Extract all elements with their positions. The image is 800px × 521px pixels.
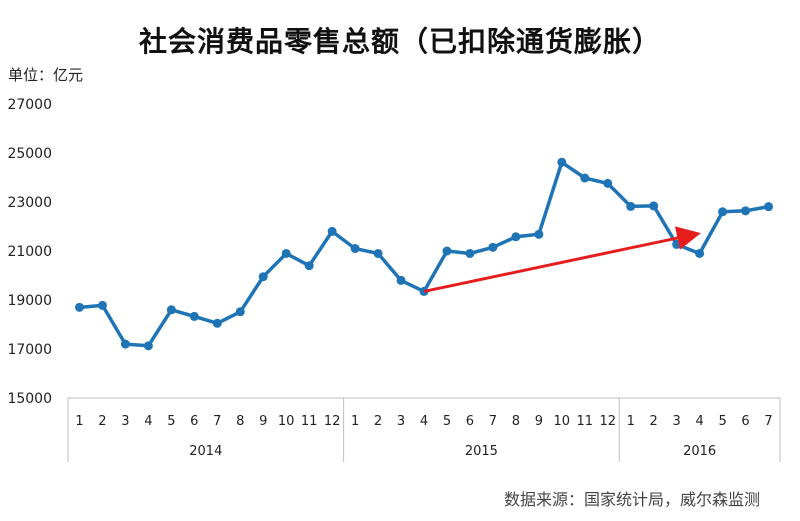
data-point	[373, 248, 383, 258]
year-label: 2016	[683, 444, 716, 459]
y-tick-label: 27000	[7, 97, 52, 113]
x-tick-label: 2	[650, 414, 658, 429]
chart-title: 社会消费品零售总额（已扣除通货膨胀）	[138, 25, 661, 58]
data-point	[120, 339, 130, 349]
data-point	[672, 239, 682, 249]
series-line	[79, 160, 769, 348]
data-point	[304, 261, 314, 271]
x-tick-label: 9	[259, 414, 267, 429]
x-tick-label: 4	[695, 414, 703, 429]
x-tick-label: 11	[301, 414, 318, 429]
data-point	[718, 207, 728, 217]
data-point	[189, 311, 199, 321]
y-tick-label: 21000	[7, 244, 52, 260]
y-tick-label: 15000	[7, 391, 52, 407]
data-point	[258, 272, 268, 282]
x-tick-label: 7	[489, 414, 497, 429]
data-point	[741, 206, 751, 216]
data-point	[649, 201, 659, 211]
data-point	[143, 341, 153, 351]
year-label: 2015	[465, 444, 498, 459]
x-tick-label: 10	[278, 414, 295, 429]
source-note: 数据来源：国家统计局，威尔森监测	[503, 490, 760, 509]
y-tick-label: 17000	[7, 342, 52, 358]
x-tick-label: 1	[75, 414, 83, 429]
data-point	[327, 226, 337, 236]
data-point	[488, 242, 498, 252]
y-tick-label: 23000	[7, 195, 52, 211]
data-point	[557, 157, 567, 167]
data-point	[74, 302, 84, 312]
data-point	[465, 248, 475, 258]
x-tick-label: 7	[764, 414, 772, 429]
x-tick-label: 12	[324, 414, 341, 429]
x-tick-label: 4	[144, 414, 152, 429]
unit-label: 单位：亿元	[8, 66, 84, 84]
x-tick-label: 1	[627, 414, 635, 429]
data-point	[212, 318, 222, 328]
x-tick-label: 8	[512, 414, 520, 429]
data-point	[764, 202, 774, 212]
x-tick-label: 8	[236, 414, 244, 429]
data-point	[166, 305, 176, 315]
x-tick-label: 6	[190, 414, 198, 429]
x-tick-label: 2	[98, 414, 106, 429]
data-point	[235, 307, 245, 317]
data-point	[695, 248, 705, 258]
x-tick-label: 2	[374, 414, 382, 429]
x-tick-label: 5	[443, 414, 451, 429]
data-point	[396, 275, 406, 285]
x-tick-label: 3	[673, 414, 681, 429]
x-tick-label: 4	[420, 414, 428, 429]
trend-arrow	[423, 226, 701, 293]
data-point	[442, 246, 452, 256]
data-point	[281, 248, 291, 258]
x-tick-label: 3	[121, 414, 129, 429]
data-point	[603, 178, 613, 188]
x-tick-label: 3	[397, 414, 405, 429]
x-tick-label: 7	[213, 414, 221, 429]
data-point	[534, 229, 544, 239]
x-tick-label: 12	[599, 414, 616, 429]
y-tick-label: 19000	[7, 293, 52, 309]
x-tick-label: 9	[535, 414, 543, 429]
data-point	[97, 300, 107, 310]
x-tick-label: 6	[741, 414, 749, 429]
x-tick-label: 1	[351, 414, 359, 429]
data-point	[626, 201, 636, 211]
data-point	[511, 232, 521, 242]
annotation-group	[423, 226, 701, 293]
x-tick-label: 11	[577, 414, 594, 429]
series-group	[74, 157, 774, 351]
x-tick-label: 6	[466, 414, 474, 429]
data-point	[350, 244, 360, 254]
data-point	[580, 173, 590, 183]
year-label: 2014	[189, 444, 222, 459]
x-tick-label: 5	[167, 414, 175, 429]
y-tick-label: 25000	[7, 146, 52, 162]
x-tick-label: 5	[718, 414, 726, 429]
x-tick-label: 10	[554, 414, 571, 429]
